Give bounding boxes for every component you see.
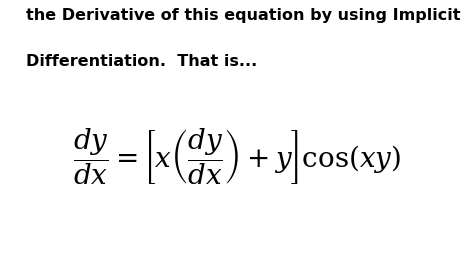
Text: the Derivative of this equation by using Implicit: the Derivative of this equation by using…	[26, 8, 461, 23]
Text: $\dfrac{dy}{dx} = \left[ x\left(\dfrac{dy}{dx}\right) + y \right]\cos(xy)$: $\dfrac{dy}{dx} = \left[ x\left(\dfrac{d…	[73, 126, 401, 187]
Text: Differentiation.  That is...: Differentiation. That is...	[26, 54, 257, 69]
